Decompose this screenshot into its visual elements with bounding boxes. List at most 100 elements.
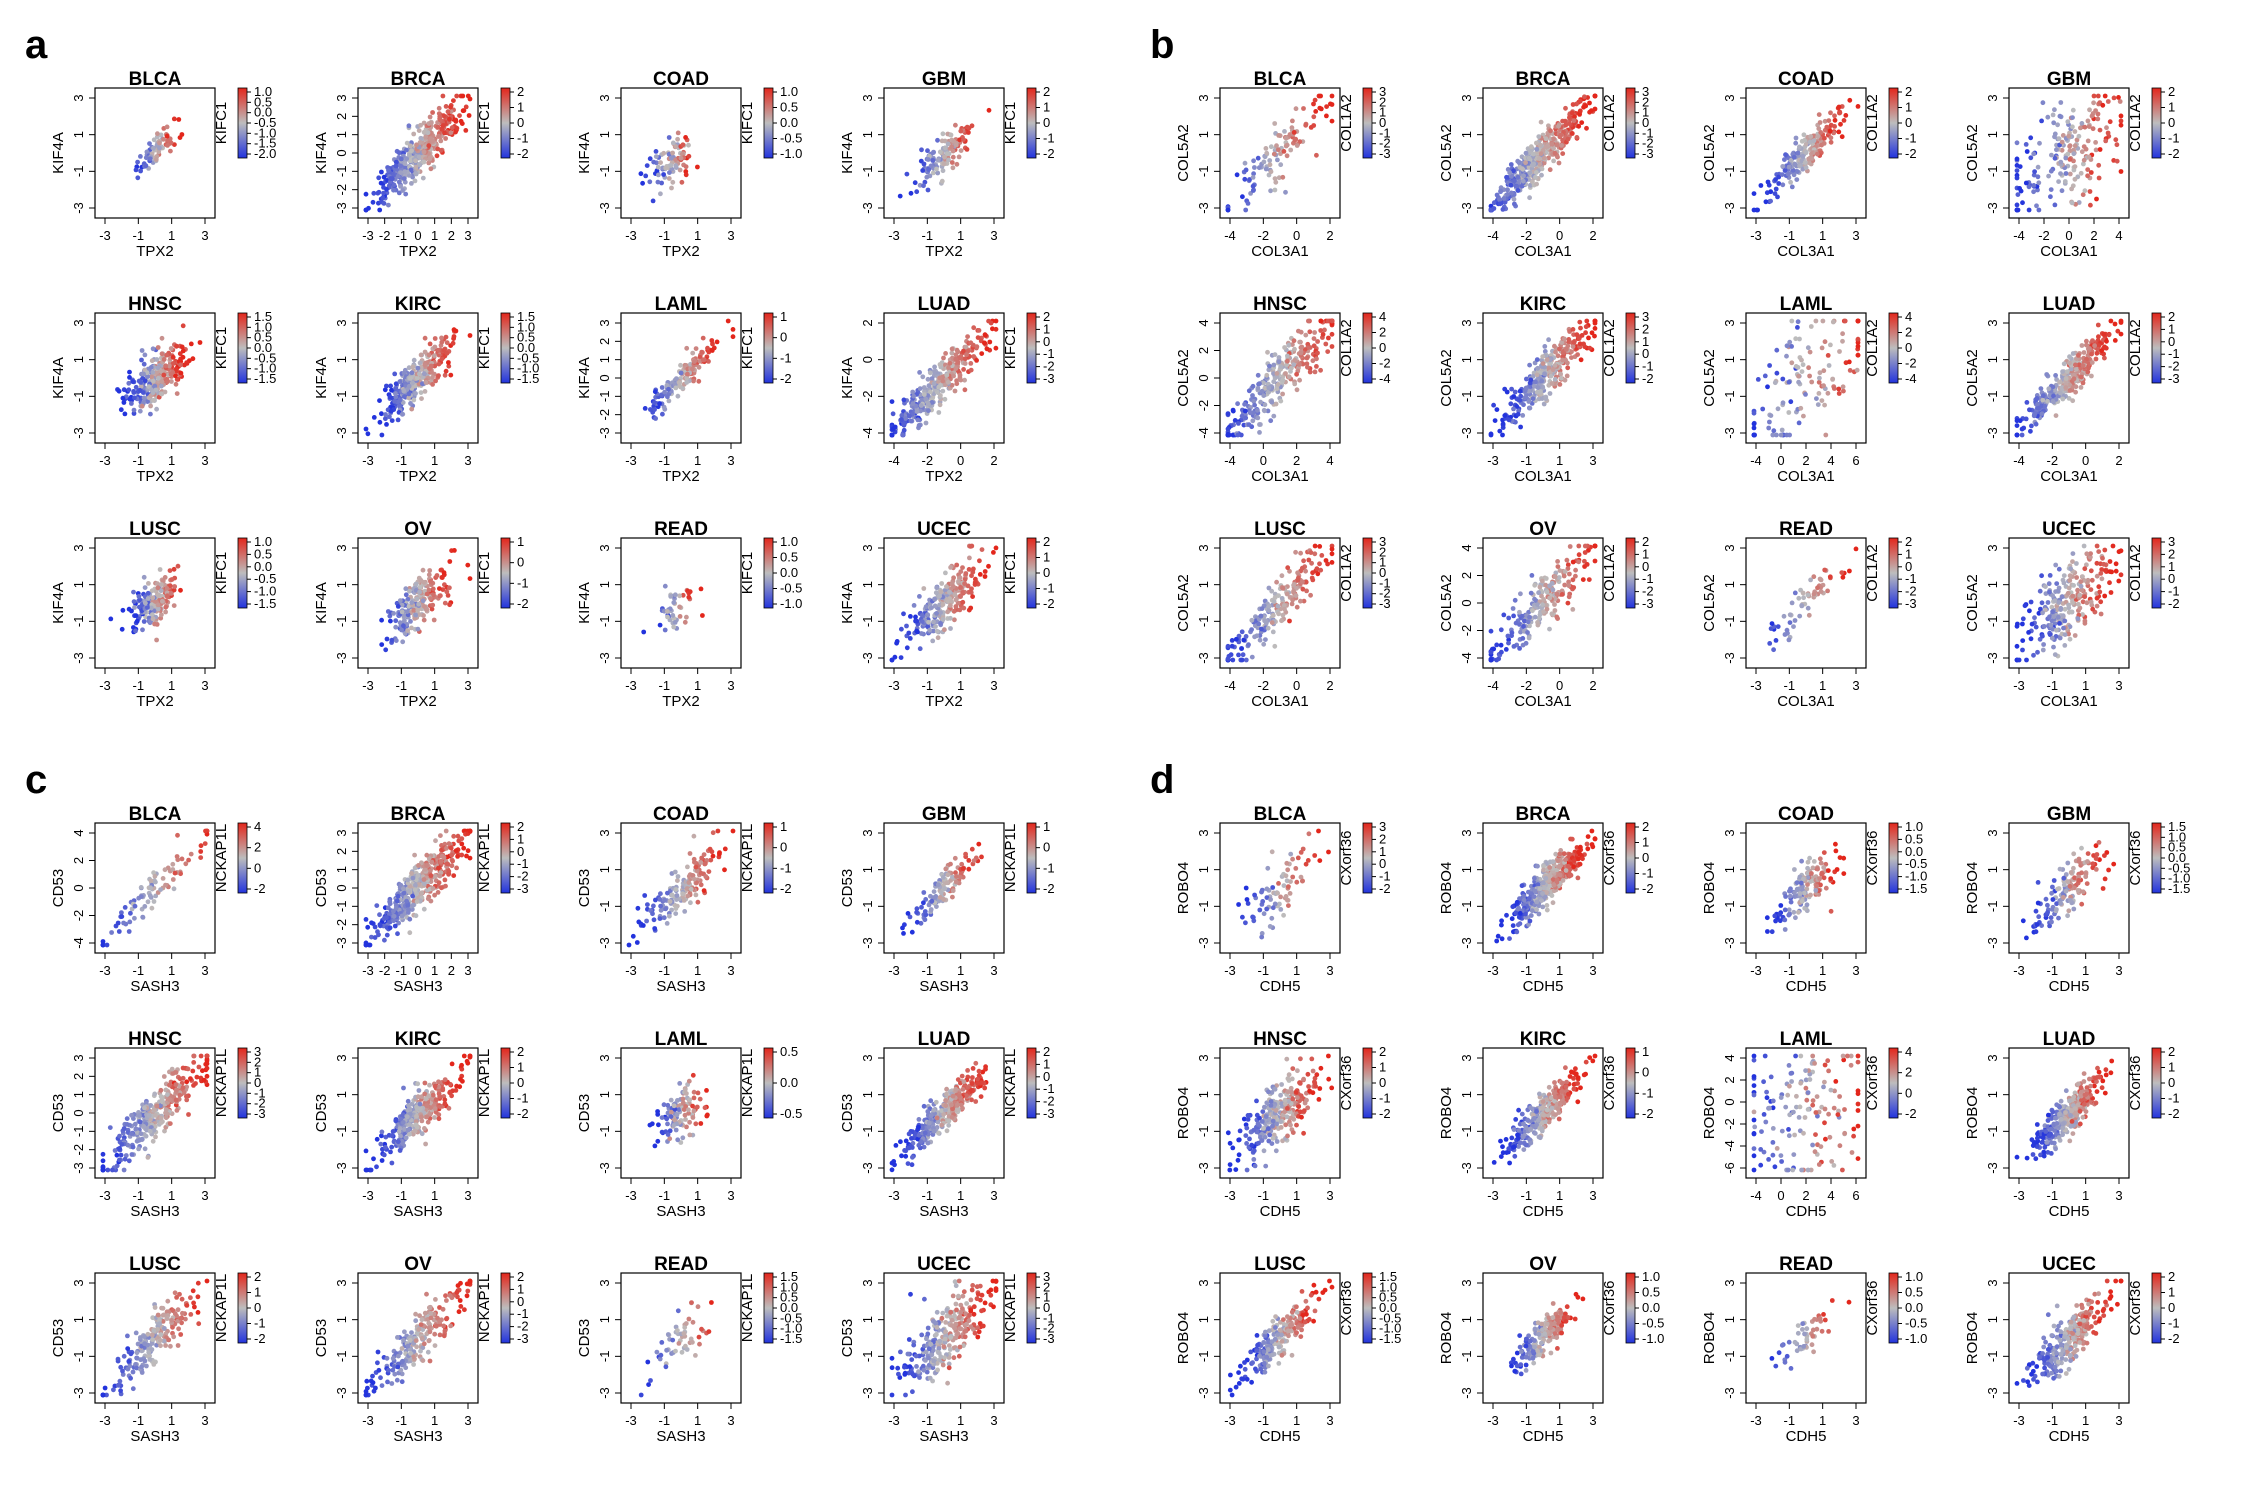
scatter-point xyxy=(164,133,170,139)
subplot-title: LUAD xyxy=(2043,294,2096,315)
scatter-point xyxy=(401,176,407,182)
scatter-point xyxy=(1828,342,1833,348)
scatter-point xyxy=(1571,118,1577,124)
scatter-point xyxy=(675,136,680,142)
scatter-point xyxy=(116,388,122,394)
scatter-point xyxy=(2087,107,2092,113)
scatter-point xyxy=(938,610,943,615)
scatter-point xyxy=(1825,353,1831,358)
scatter-point xyxy=(1560,357,1565,363)
scatter-point xyxy=(901,397,907,403)
scatter-point xyxy=(951,575,956,581)
x-tick-label: 0 xyxy=(1293,228,1300,243)
scatter-point xyxy=(1565,136,1571,142)
scatter-point xyxy=(979,351,985,356)
scatter-point xyxy=(644,163,650,169)
scatter-point xyxy=(422,335,428,341)
scatter-point xyxy=(2090,126,2096,132)
scatter-point xyxy=(130,379,136,384)
scatter-point xyxy=(1526,155,1532,161)
scatter-point xyxy=(951,584,956,589)
scatter-point xyxy=(1516,160,1522,166)
scatter-point xyxy=(442,372,448,378)
scatter-point xyxy=(1534,146,1540,152)
scatter-point xyxy=(1291,338,1297,344)
scatter-point xyxy=(966,130,971,135)
scatter-point xyxy=(1779,427,1785,433)
colorbar-label: COL1A2 xyxy=(1601,94,1618,152)
scatter-point xyxy=(1326,335,1331,341)
scatter-point xyxy=(914,618,920,624)
scatter-point xyxy=(1571,339,1577,345)
scatter-point xyxy=(917,370,922,375)
subplot-title: HNSC xyxy=(128,294,182,315)
scatter-point xyxy=(409,406,415,412)
scatter-point xyxy=(665,614,670,620)
scatter-point xyxy=(677,593,682,599)
scatter-point xyxy=(2029,423,2034,429)
scatter-point xyxy=(1575,352,1580,357)
scatter-point xyxy=(436,361,442,367)
scatter-point xyxy=(1846,359,1852,365)
scatter-point xyxy=(661,150,667,156)
scatter-point xyxy=(974,344,980,350)
scatter-point xyxy=(1795,319,1801,325)
scatter-point xyxy=(1511,196,1517,202)
x-axis-label: TPX2 xyxy=(399,468,437,485)
scatter-point xyxy=(169,577,175,582)
scatter-point xyxy=(465,93,471,99)
scatter-point xyxy=(925,157,931,162)
scatter-point xyxy=(439,126,445,132)
scatter-point xyxy=(662,627,668,633)
scatter-point xyxy=(389,387,394,393)
scatter-point xyxy=(1225,411,1231,416)
scatter-point xyxy=(171,603,177,608)
scatter-point xyxy=(421,371,427,377)
scatter-point xyxy=(152,621,158,627)
scatter-point xyxy=(171,361,176,366)
scatter-point xyxy=(1799,369,1805,374)
y-tick-label: -3 xyxy=(860,652,875,664)
scatter-point xyxy=(1240,194,1245,200)
scatter-point xyxy=(1805,345,1811,351)
scatter-point xyxy=(1784,343,1790,349)
x-axis-label: COL3A1 xyxy=(1251,468,1309,485)
scatter-point xyxy=(698,586,704,592)
x-tick-label: 0 xyxy=(2082,453,2089,468)
y-tick-label: 2 xyxy=(334,113,349,120)
y-tick-label: 1 xyxy=(334,581,349,588)
scatter-point xyxy=(1569,355,1574,360)
scatter-point xyxy=(686,594,692,600)
scatter-point xyxy=(2085,173,2091,179)
scatter-point xyxy=(2023,142,2029,147)
scatter-point xyxy=(434,153,440,159)
scatter-point xyxy=(899,626,904,632)
scatter-point xyxy=(949,160,955,165)
scatter-point xyxy=(1292,346,1297,352)
scatter-point xyxy=(2056,179,2062,185)
scatter-point xyxy=(1578,357,1584,363)
scatter-point xyxy=(1533,174,1538,180)
scatter-point xyxy=(133,628,138,634)
colorbar-tick-label: 0 xyxy=(517,115,524,130)
scatter-point xyxy=(386,168,391,173)
scatter-point xyxy=(1257,430,1262,435)
colorbar-tick-label: 1 xyxy=(780,309,787,324)
scatter-point xyxy=(1508,401,1514,407)
x-tick-label: -3 xyxy=(99,228,111,243)
scatter-point xyxy=(150,397,156,403)
scatter-point xyxy=(164,352,170,358)
y-tick-label: 3 xyxy=(1459,94,1474,101)
colorbar-tick-label: 2 xyxy=(2168,84,2175,99)
scatter-point xyxy=(1816,112,1822,117)
scatter-point xyxy=(421,149,427,155)
scatter-point xyxy=(406,391,412,397)
y-tick-label: -3 xyxy=(597,427,612,439)
scatter-points xyxy=(642,318,736,421)
scatter-point xyxy=(1780,164,1786,169)
scatter-point xyxy=(934,628,940,634)
scatter-point xyxy=(925,612,930,617)
scatter-point xyxy=(154,637,160,643)
scatter-point xyxy=(675,393,681,399)
scatter-point xyxy=(682,619,688,625)
